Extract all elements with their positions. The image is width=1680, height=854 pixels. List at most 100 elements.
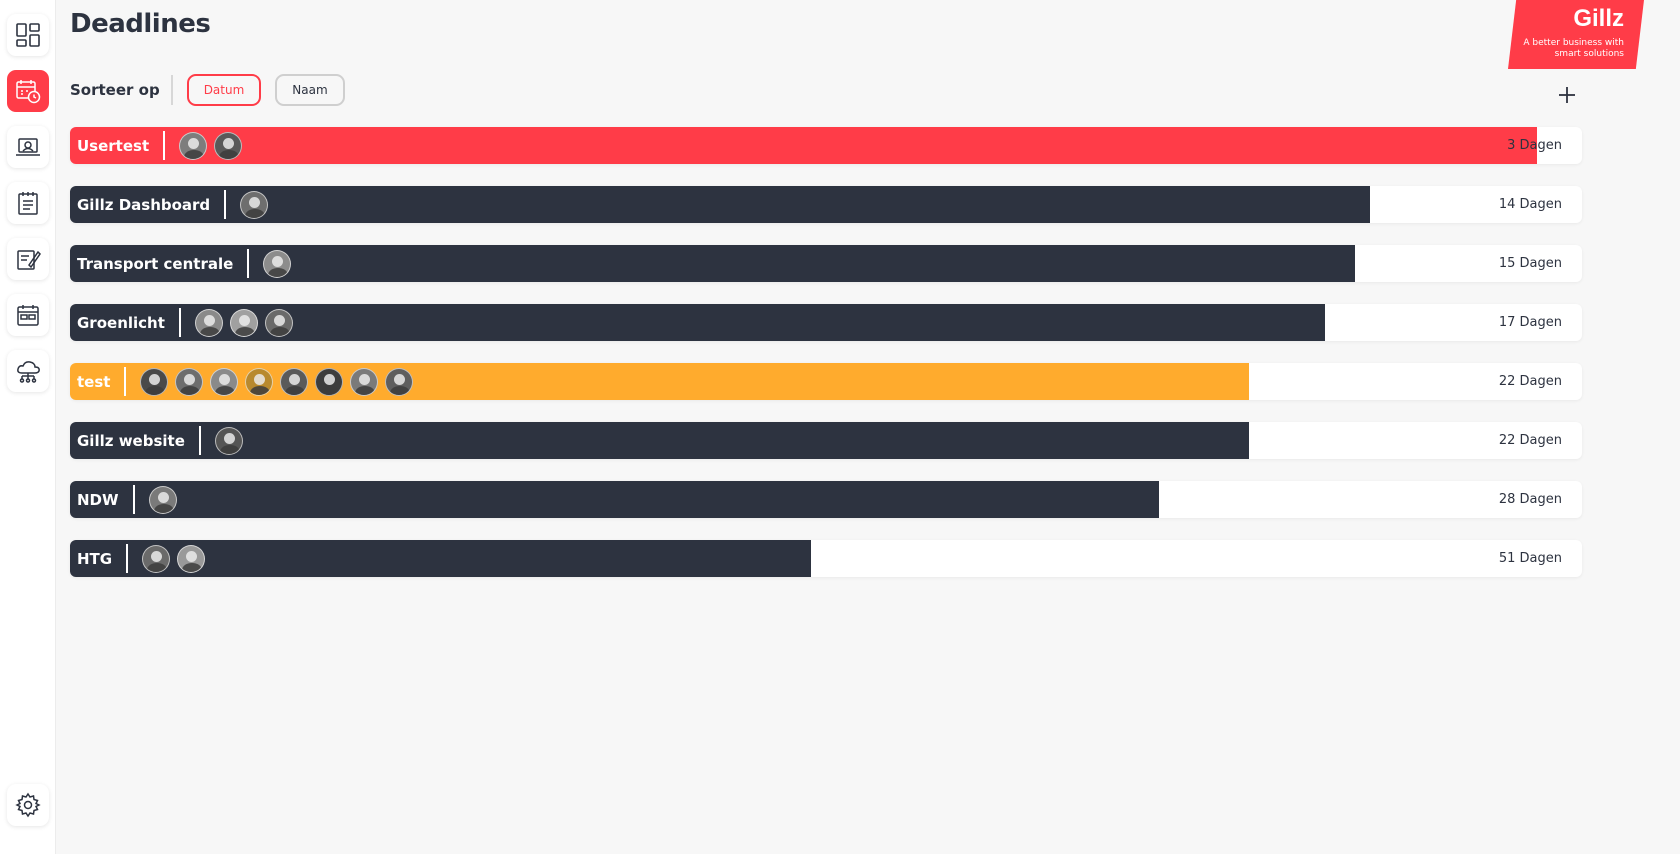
add-deadline-button[interactable]	[1554, 82, 1580, 108]
deadline-row[interactable]: Groenlicht 17 Dagen	[70, 304, 1582, 341]
avatar[interactable]	[263, 249, 292, 278]
deadline-progress-bar	[70, 422, 1250, 459]
avatar[interactable]	[350, 367, 379, 396]
deadline-days-remaining: 51 Dagen	[1498, 551, 1562, 566]
avatar-group	[148, 485, 184, 514]
avatar[interactable]	[240, 190, 269, 219]
page-title: Deadlines	[70, 9, 211, 39]
deadline-days-remaining: 22 Dagen	[1498, 433, 1562, 448]
deadline-divider	[247, 249, 250, 278]
avatar[interactable]	[229, 308, 258, 337]
deadline-days-remaining: 28 Dagen	[1498, 492, 1562, 507]
deadline-row-content: HTG	[70, 540, 212, 577]
avatar[interactable]	[210, 367, 239, 396]
deadline-name: Transport centrale	[77, 254, 234, 273]
notepad-icon	[18, 192, 38, 215]
calendar-clock-icon	[16, 80, 41, 104]
deadline-name: test	[77, 372, 111, 391]
deadline-row[interactable]: NDW 28 Dagen	[70, 481, 1582, 518]
deadline-name: NDW	[77, 490, 119, 509]
nav-cloud-button[interactable]	[7, 350, 49, 392]
nav-notes-button[interactable]	[7, 182, 49, 224]
avatar-group	[142, 544, 212, 573]
avatar-group	[179, 131, 249, 160]
deadline-list: Usertest 3 Dagen Gillz Dashboard 14 Dagen Tr…	[70, 127, 1582, 599]
avatar[interactable]	[142, 544, 171, 573]
deadline-name: HTG	[77, 549, 113, 568]
settings-button[interactable]	[7, 784, 49, 826]
avatar-group	[240, 190, 275, 219]
avatar[interactable]	[148, 485, 177, 514]
deadline-divider	[198, 426, 201, 455]
sort-divider	[170, 75, 173, 105]
sort-by-name-button[interactable]: Naam	[275, 74, 345, 106]
deadline-days-remaining: 15 Dagen	[1498, 256, 1562, 271]
deadline-divider	[132, 485, 135, 514]
avatar[interactable]	[385, 367, 414, 396]
avatar[interactable]	[264, 308, 293, 337]
deadline-row-content: Transport centrale	[70, 245, 298, 282]
deadline-divider	[178, 308, 181, 337]
deadline-divider	[163, 131, 166, 160]
nav-planning-button[interactable]	[7, 294, 49, 336]
deadline-name: Gillz Dashboard	[77, 195, 211, 214]
deadline-row-content: Gillz Dashboard	[70, 186, 275, 223]
deadline-row[interactable]: Usertest 3 Dagen	[70, 127, 1582, 164]
deadline-row[interactable]: HTG 51 Dagen	[70, 540, 1582, 577]
deadline-progress-bar	[70, 481, 1159, 518]
deadline-row-content: Usertest	[70, 127, 249, 164]
laptop-support-icon	[16, 138, 40, 156]
nav-dashboard-button[interactable]	[7, 14, 49, 56]
deadline-row[interactable]: Transport centrale 15 Dagen	[70, 245, 1582, 282]
sidebar	[0, 0, 56, 854]
deadline-row[interactable]: Gillz website 22 Dagen	[70, 422, 1582, 459]
deadline-row-content: NDW	[70, 481, 184, 518]
dashboard-icon	[16, 23, 40, 47]
deadline-row[interactable]: Gillz Dashboard 14 Dagen	[70, 186, 1582, 223]
deadline-name: Groenlicht	[77, 313, 165, 332]
brand-logo: Gillz A better business with smart solut…	[1508, 0, 1644, 69]
avatar[interactable]	[245, 367, 274, 396]
deadline-days-remaining: 17 Dagen	[1498, 315, 1562, 330]
deadline-row-content: Groenlicht	[70, 304, 300, 341]
avatar[interactable]	[315, 367, 344, 396]
deadline-divider	[126, 544, 129, 573]
avatar[interactable]	[194, 308, 223, 337]
deadline-days-remaining: 3 Dagen	[1507, 138, 1562, 153]
deadline-name: Usertest	[77, 136, 150, 155]
plus-icon	[1559, 87, 1575, 103]
brand-tagline-line2: smart solutions	[1554, 49, 1624, 59]
brand-tagline-line1: A better business with	[1523, 38, 1624, 48]
avatar-group	[214, 426, 250, 455]
avatar[interactable]	[179, 131, 208, 160]
calendar-grid-icon	[17, 305, 39, 326]
deadline-row[interactable]: test 22 Dagen	[70, 363, 1582, 400]
nav-deadlines-button[interactable]	[7, 70, 49, 112]
gear-icon	[15, 792, 41, 818]
avatar[interactable]	[177, 544, 206, 573]
deadline-name: Gillz website	[77, 431, 185, 450]
brand-name: Gillz	[1573, 5, 1624, 32]
deadline-row-content: Gillz website	[70, 422, 250, 459]
deadline-divider	[124, 367, 127, 396]
nav-support-button[interactable]	[7, 126, 49, 168]
deadline-row-content: test	[70, 363, 420, 400]
nav-edit-button[interactable]	[7, 238, 49, 280]
avatar[interactable]	[175, 367, 204, 396]
deadline-progress-bar	[70, 186, 1371, 223]
avatar-group	[140, 367, 420, 396]
avatar[interactable]	[214, 426, 243, 455]
cloud-network-icon	[17, 361, 40, 383]
deadline-days-remaining: 14 Dagen	[1498, 197, 1562, 212]
avatar[interactable]	[140, 367, 169, 396]
deadline-divider	[224, 190, 227, 219]
avatar-group	[194, 308, 300, 337]
avatar[interactable]	[280, 367, 309, 396]
deadline-days-remaining: 22 Dagen	[1498, 374, 1562, 389]
avatar[interactable]	[214, 131, 243, 160]
edit-document-icon	[17, 250, 41, 270]
sort-by-date-button[interactable]: Datum	[186, 74, 262, 106]
sort-bar: Sorteer op Datum Naam	[70, 74, 359, 106]
avatar-group	[263, 249, 298, 278]
deadline-progress-bar	[70, 127, 1537, 164]
